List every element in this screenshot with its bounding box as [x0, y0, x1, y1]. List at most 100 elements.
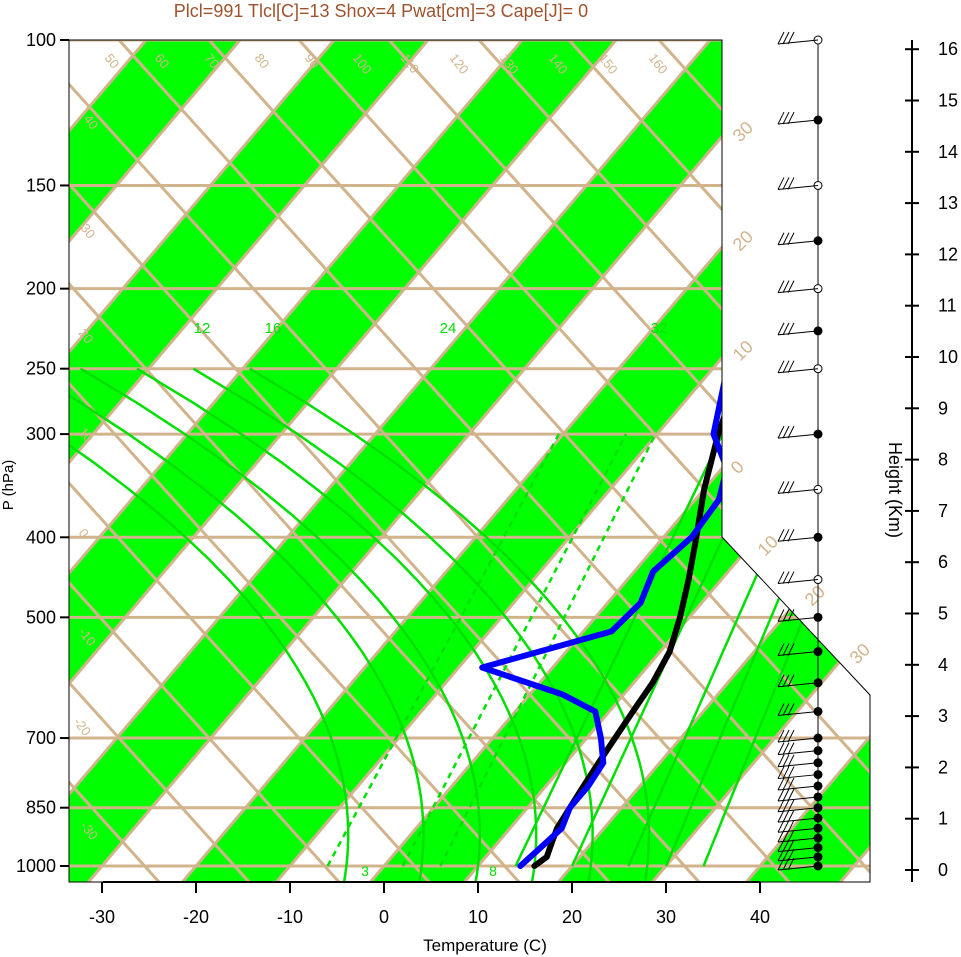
- wind-barb-feather: [782, 31, 790, 45]
- wind-barb: [777, 651, 819, 657]
- wind-barb-feather: [787, 643, 795, 656]
- height-tick-label: 9: [938, 398, 948, 418]
- wind-barb-feather: [777, 609, 785, 622]
- x-tick-label: 30: [656, 907, 676, 927]
- wind-barb-feather: [787, 674, 795, 687]
- wind-barb: [777, 785, 819, 791]
- wind-barb-feather: [787, 322, 795, 336]
- height-tick-label: 3: [938, 706, 948, 726]
- wind-barb: [777, 39, 819, 45]
- x-tick-label: -30: [89, 907, 115, 927]
- height-tick-label: 4: [938, 655, 948, 675]
- wind-barb-feather: [782, 809, 790, 823]
- isotherm: [69, 40, 712, 882]
- right-isotherm-label: 20: [729, 227, 757, 255]
- wind-barb-feather: [782, 703, 790, 716]
- mixing-ratio-line: [439, 433, 657, 867]
- isotherm-label: -20: [71, 715, 94, 739]
- wind-barb: [777, 807, 819, 813]
- wind-barb-feather: [777, 788, 785, 802]
- wind-barb-feather: [787, 788, 795, 802]
- wind-barb-feather: [782, 777, 790, 791]
- wind-barb-feather: [787, 857, 795, 871]
- wind-barb-feather: [782, 322, 790, 336]
- y-tick-label: 200: [26, 279, 56, 299]
- wind-barb-feather: [787, 777, 795, 791]
- wind-barb: [777, 288, 819, 294]
- x-tick-label: 40: [750, 907, 770, 927]
- wind-barb-feather: [787, 609, 795, 622]
- wind-barb-feather: [782, 177, 790, 190]
- wind-barb-feather: [782, 571, 790, 584]
- moist-adiabat: [249, 367, 651, 882]
- mixing-ratio-label: 32: [651, 320, 668, 337]
- wind-barb-feather: [777, 481, 785, 494]
- height-tick-label: 6: [938, 552, 948, 572]
- wind-barb: [777, 488, 819, 494]
- height-tick-label: 2: [938, 757, 948, 777]
- wind-barb: [777, 774, 819, 780]
- moist-adiabat-lines: [69, 367, 651, 882]
- wind-barb: [777, 837, 819, 843]
- height-tick-label: 16: [938, 39, 958, 59]
- wind-barb-feather: [782, 529, 790, 542]
- dry-adiabat: [117, 40, 870, 882]
- x-axis-title: Temperature (C): [423, 936, 547, 955]
- dry-adiabat: [69, 40, 791, 882]
- right-isotherm-label: 20: [801, 582, 829, 610]
- dry-adiabat: [207, 40, 870, 882]
- dry-adiabat: [69, 40, 521, 882]
- wind-barb-feather: [787, 848, 795, 862]
- wind-barb: [777, 817, 819, 823]
- wind-barb-feather: [777, 322, 785, 336]
- wind-barb-feather: [787, 799, 795, 812]
- wind-barb-feather: [777, 703, 785, 716]
- wind-barb-feather: [787, 766, 795, 779]
- height-tick-label: 11: [938, 296, 957, 316]
- wind-barb-feather: [787, 819, 795, 833]
- wind-barb: [777, 847, 819, 853]
- wind-barb-feather: [782, 609, 790, 622]
- wind-barb-feather: [787, 232, 795, 245]
- dry-band: [69, 40, 805, 882]
- wind-barb: [777, 119, 819, 125]
- isobar-lines: [69, 40, 870, 868]
- moist-adiabat: [79, 367, 482, 882]
- isotherm: [743, 40, 870, 882]
- height-tick-label: 14: [938, 142, 958, 162]
- wind-barb-feather: [787, 809, 795, 823]
- x-tick-label: 0: [379, 907, 389, 927]
- wind-barb: [777, 368, 819, 374]
- wind-barb-feather: [777, 766, 785, 779]
- isotherm: [69, 40, 618, 882]
- height-tick-label: 12: [938, 244, 958, 264]
- temperature-axis: -30 -20 -10 0 10 20 30 40: [89, 881, 770, 927]
- wind-barb-feather: [787, 742, 795, 755]
- wind-barb-feather: [782, 742, 790, 755]
- dry-adiabat: [69, 40, 701, 882]
- wind-barb: [777, 616, 819, 622]
- isotherm: [69, 40, 430, 882]
- wind-barb-feather: [782, 766, 790, 779]
- wind-barb-feather: [787, 529, 795, 542]
- mixing-ratio-label: 24: [440, 320, 457, 337]
- wind-barb-feather: [777, 754, 785, 768]
- wind-barb-feather: [782, 674, 790, 687]
- wind-barb-feather: [782, 425, 790, 439]
- wind-barb-feather: [782, 481, 790, 494]
- wind-barb-feather: [777, 571, 785, 584]
- wind-barb-feather: [777, 819, 785, 833]
- dry-adiabat: [297, 40, 870, 882]
- moist-adiabat: [69, 367, 350, 882]
- wind-barb-feather: [787, 829, 795, 843]
- wind-barb: [777, 579, 819, 585]
- wind-barb-feather: [782, 729, 790, 743]
- isotherm: [69, 40, 524, 882]
- isotherm: [649, 40, 870, 882]
- height-tick-label: 8: [938, 450, 948, 470]
- dry-adiabat: [69, 40, 431, 882]
- wind-barb-feather: [782, 643, 790, 656]
